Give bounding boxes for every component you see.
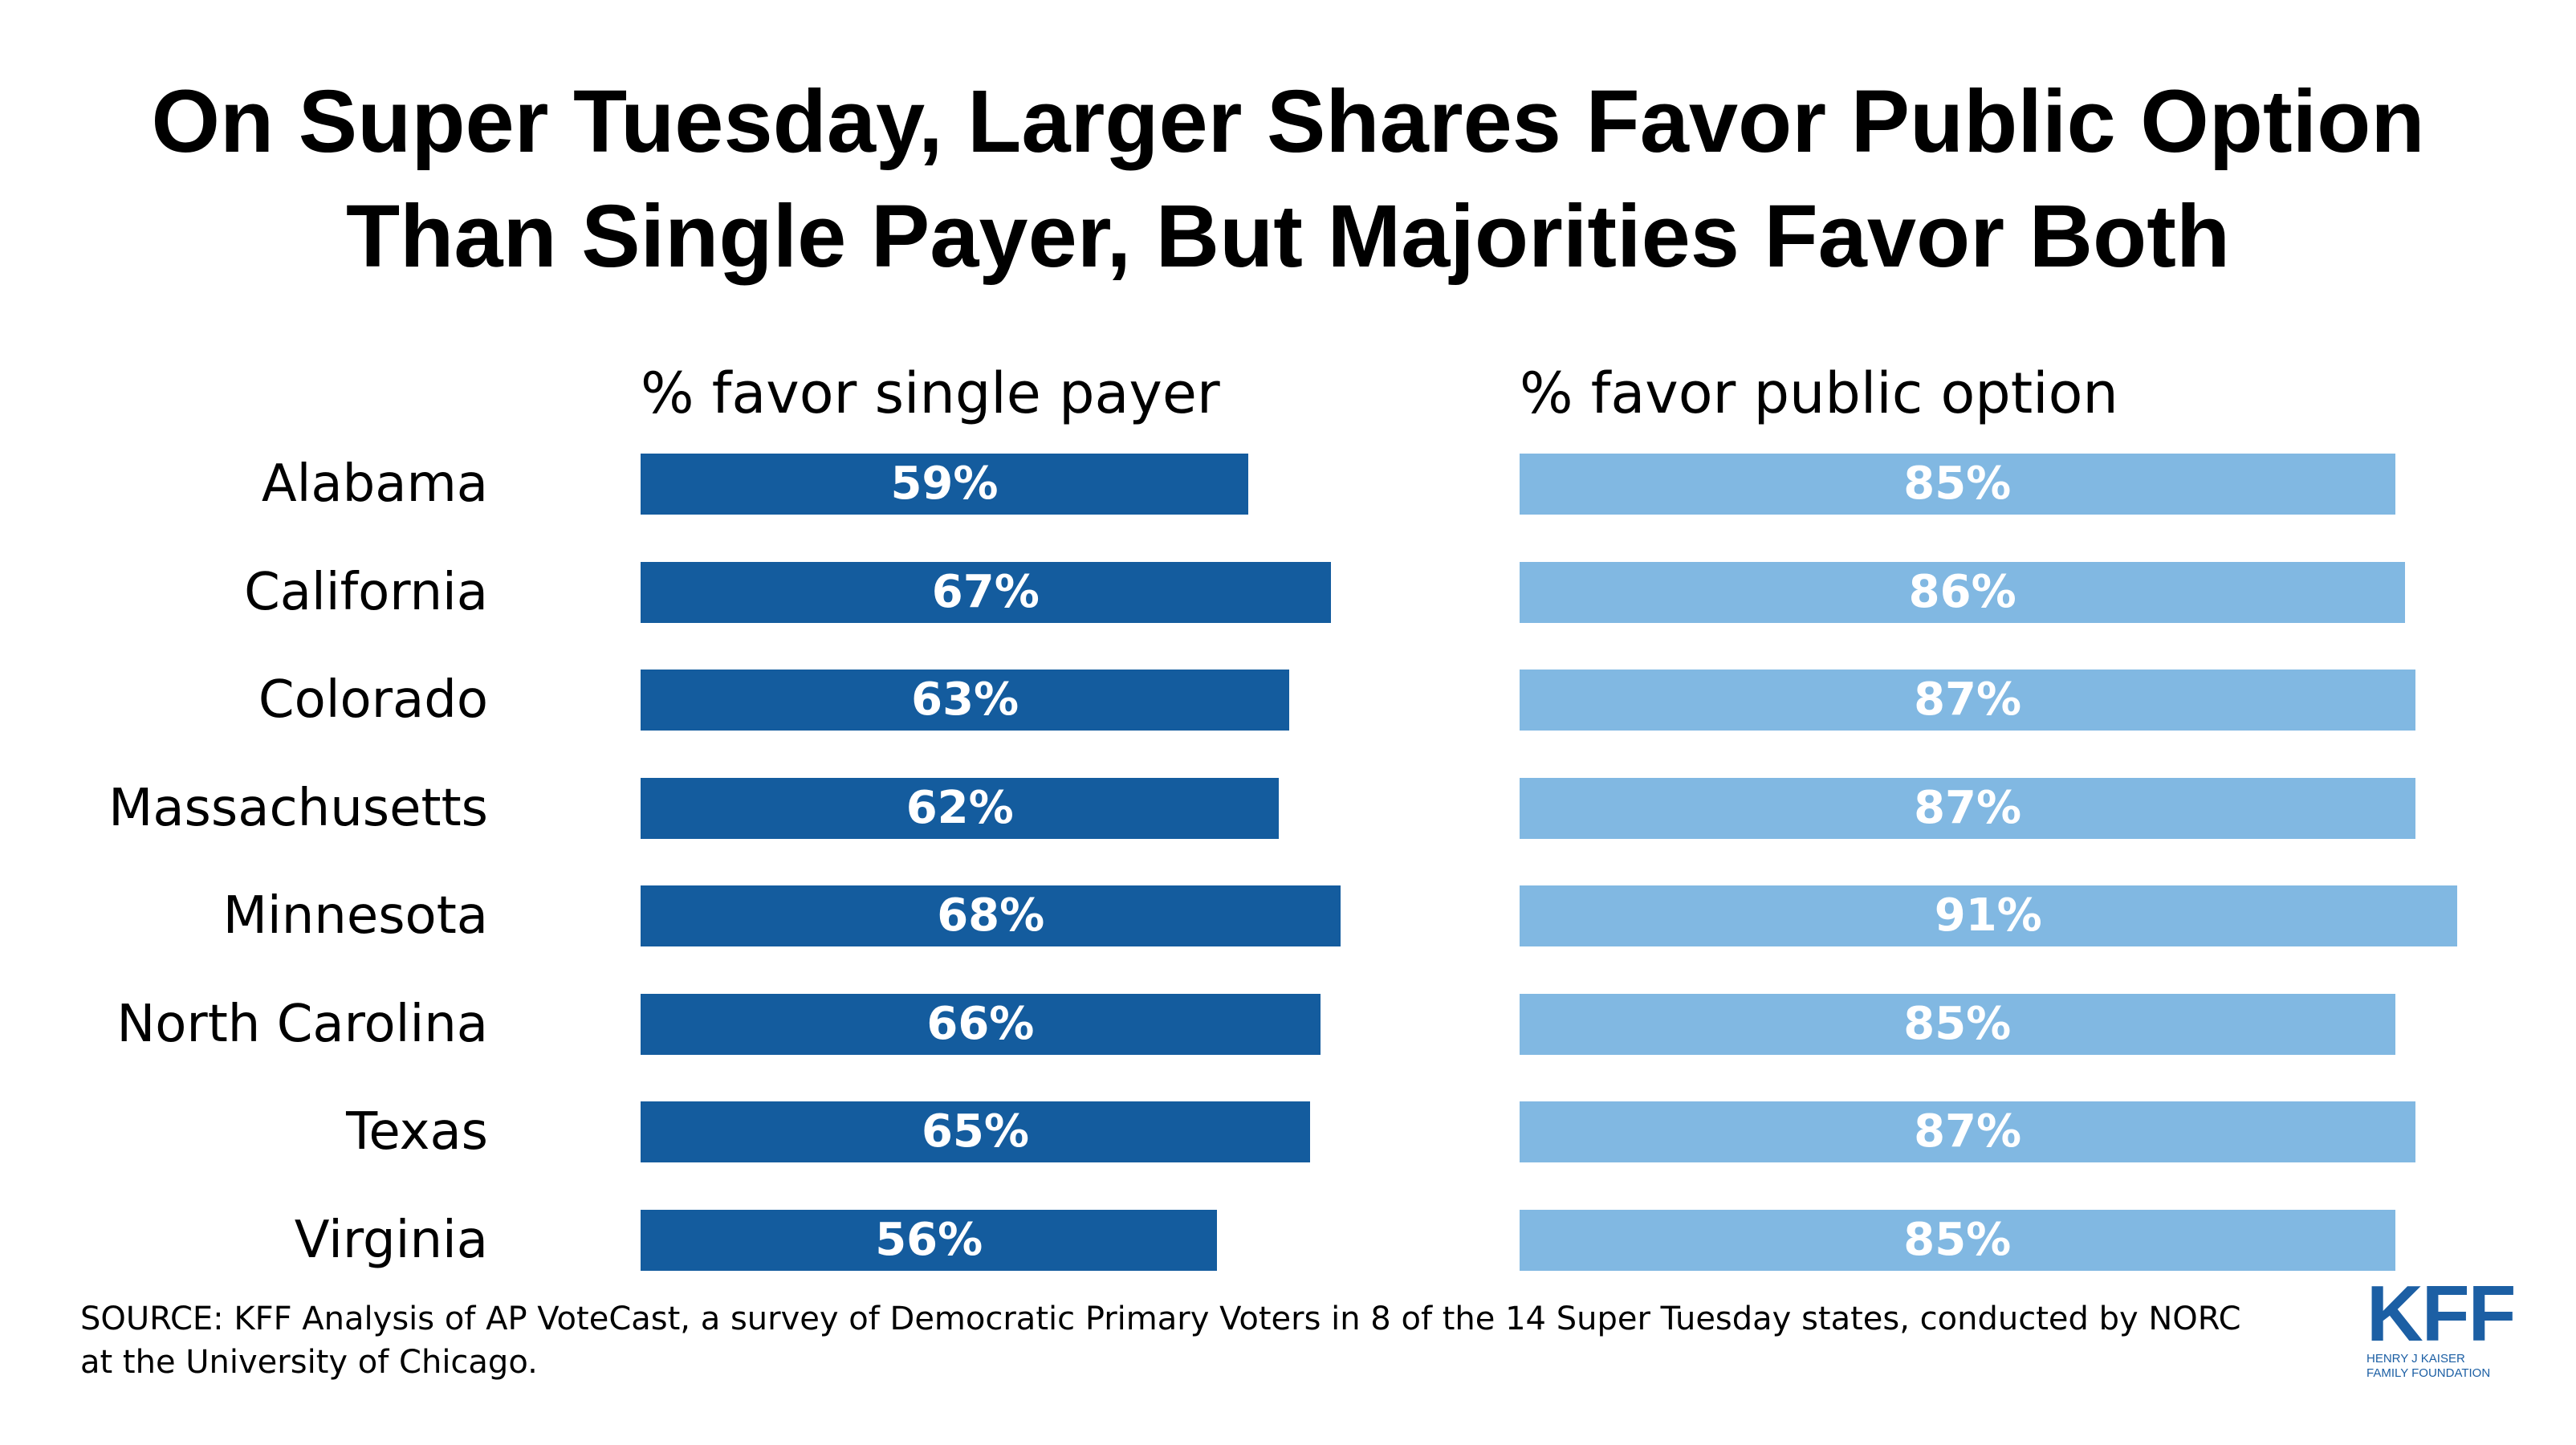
- bar-single-payer-texas: [641, 1101, 1310, 1162]
- bar-public-option-alabama: [1520, 454, 2395, 515]
- data-label-single-payer-california: 67%: [931, 565, 1040, 618]
- category-label-texas: Texas: [346, 1102, 488, 1162]
- data-label-single-payer-colorado: 63%: [911, 674, 1019, 726]
- data-label-public-option-virginia: 85%: [1903, 1213, 2012, 1266]
- kff-logo-subtitle-line-1: HENRY J KAISER: [2366, 1352, 2465, 1366]
- bar-single-payer-north-carolina: [641, 993, 1321, 1055]
- chart-title-line-2: Than Single Payer, But Majorities Favor …: [345, 187, 2231, 286]
- category-label-minnesota: Minnesota: [222, 886, 488, 946]
- bar-public-option-texas: [1520, 1101, 2416, 1162]
- bar-public-option-virginia: [1520, 1209, 2395, 1271]
- category-label-massachusetts: Massachusetts: [108, 778, 488, 838]
- panel-heading-single-payer: % favor single payer: [641, 360, 1220, 426]
- source-note: SOURCE: KFF Analysis of AP VoteCast, a s…: [80, 1300, 2241, 1381]
- data-label-single-payer-alabama: 59%: [890, 458, 999, 510]
- data-label-single-payer-minnesota: 68%: [937, 889, 1045, 942]
- bar-public-option-minnesota: [1520, 885, 2457, 946]
- data-label-single-payer-north-carolina: 66%: [926, 997, 1035, 1050]
- kff-logo: KFF HENRY J KAISER FAMILY FOUNDATION: [2366, 1269, 2517, 1381]
- bar-single-payer-alabama: [641, 454, 1248, 515]
- bar-single-payer-california: [641, 561, 1331, 623]
- bar-public-option-north-carolina: [1520, 993, 2395, 1055]
- bar-public-option-california: [1520, 561, 2406, 623]
- kff-logo-subtitle-line-2: FAMILY FOUNDATION: [2366, 1366, 2491, 1380]
- data-label-single-payer-massachusetts: 62%: [905, 781, 1014, 834]
- data-label-single-payer-virginia: 56%: [875, 1213, 983, 1266]
- chart-title-line-1: On Super Tuesday, Larger Shares Favor Pu…: [151, 72, 2425, 171]
- data-label-public-option-massachusetts: 87%: [1914, 781, 2022, 834]
- category-label-north-carolina: North Carolina: [116, 994, 488, 1054]
- bar-single-payer-virginia: [641, 1209, 1218, 1271]
- data-label-public-option-texas: 87%: [1914, 1105, 2022, 1158]
- data-label-public-option-minnesota: 91%: [1934, 889, 2042, 942]
- category-label-virginia: Virginia: [294, 1210, 488, 1270]
- bar-single-payer-massachusetts: [641, 777, 1280, 839]
- chart-title: On Super Tuesday, Larger Shares Favor Pu…: [0, 64, 2576, 294]
- data-label-public-option-alabama: 85%: [1903, 458, 2012, 510]
- panel-heading-public-option: % favor public option: [1520, 360, 2118, 426]
- category-label-california: California: [244, 562, 488, 622]
- data-label-single-payer-texas: 65%: [921, 1105, 1029, 1158]
- bar-single-payer-colorado: [641, 670, 1290, 731]
- bar-public-option-colorado: [1520, 670, 2416, 731]
- category-label-colorado: Colorado: [258, 670, 488, 730]
- bar-public-option-massachusetts: [1520, 777, 2416, 839]
- bar-single-payer-minnesota: [641, 885, 1341, 946]
- kff-logo-mark: KFF: [2366, 1269, 2517, 1357]
- data-label-public-option-colorado: 87%: [1914, 674, 2022, 726]
- category-label-alabama: Alabama: [261, 454, 488, 514]
- data-label-public-option-north-carolina: 85%: [1903, 997, 2012, 1050]
- data-label-public-option-california: 86%: [1908, 565, 2016, 618]
